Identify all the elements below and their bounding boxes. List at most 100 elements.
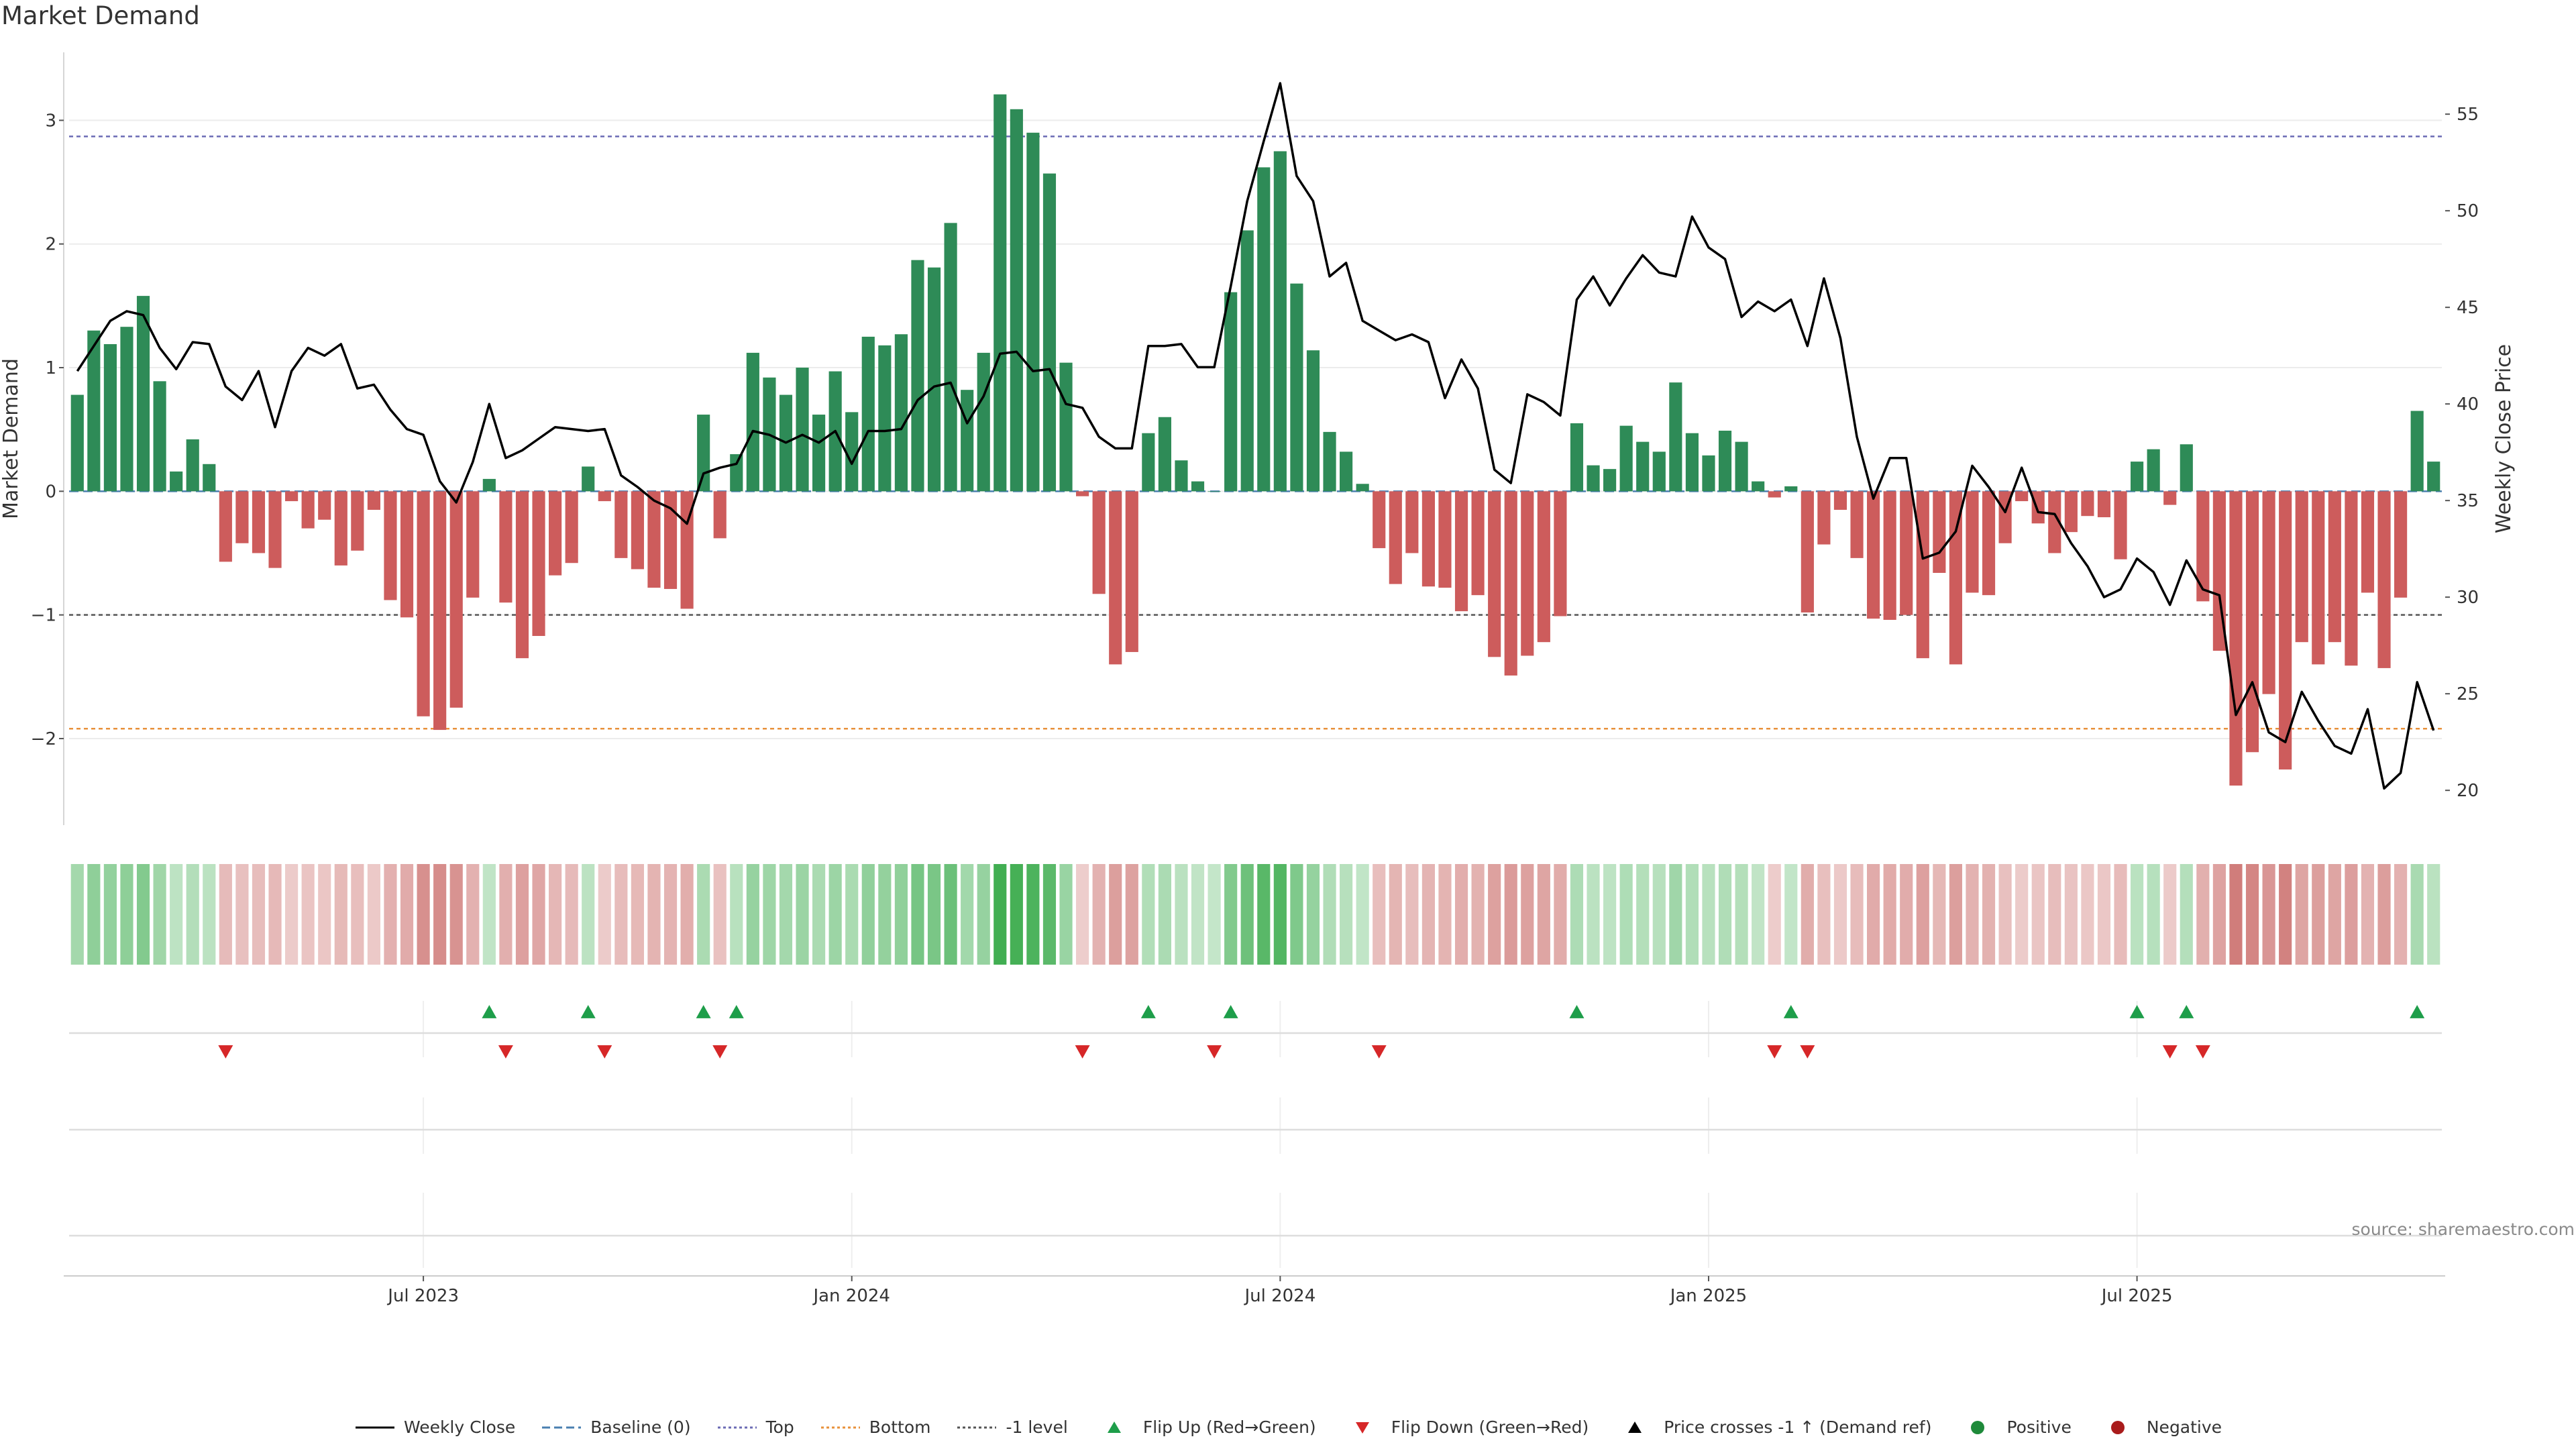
- left-tick-label: 0: [45, 482, 56, 502]
- demand-bar: [1323, 431, 1336, 492]
- demand-bar: [70, 394, 84, 492]
- demand-bar: [1850, 491, 1864, 558]
- heat-cell: [1224, 864, 1238, 965]
- x-tick-label: Jul 2023: [386, 1286, 459, 1306]
- demand-bar: [697, 415, 710, 492]
- heat-cell: [1042, 864, 1057, 965]
- flip-up-marker: [2410, 1005, 2425, 1018]
- heat-cell: [2410, 864, 2424, 965]
- heat-cell: [2131, 864, 2144, 965]
- heat-cell: [1587, 864, 1600, 965]
- demand-bar: [1966, 491, 1979, 593]
- demand-bar: [1042, 173, 1057, 492]
- flip-up-marker: [729, 1005, 744, 1018]
- demand-bar: [87, 330, 101, 492]
- demand-bar: [515, 491, 529, 659]
- demand-bar: [153, 381, 166, 492]
- legend-item-bottom: Bottom: [820, 1417, 930, 1437]
- demand-bar: [186, 439, 199, 492]
- flip-down-marker: [712, 1045, 728, 1059]
- left-tick-label: 3: [45, 111, 56, 131]
- flip-down-marker: [1800, 1045, 1815, 1059]
- demand-bar: [1092, 491, 1106, 594]
- left-axis-title: Market Demand: [0, 358, 23, 519]
- heat-cell: [2328, 864, 2341, 965]
- legend-item-price-crosses: Price crosses -1 ↑ (Demand ref): [1614, 1417, 1931, 1437]
- heat-cell: [565, 864, 578, 965]
- heat-cell: [1076, 864, 1089, 965]
- demand-bar: [713, 491, 727, 539]
- heat-cell: [1833, 864, 1847, 965]
- flip-down-marker: [218, 1045, 233, 1059]
- x-tick-label: Jul 2024: [1243, 1286, 1316, 1306]
- demand-bar: [961, 390, 974, 492]
- demand-bar: [994, 94, 1007, 492]
- heat-cell: [730, 864, 743, 965]
- legend-symbol: [2110, 1420, 2125, 1434]
- right-tick-label: 55: [2457, 105, 2479, 125]
- flip-up-marker: [2129, 1005, 2145, 1018]
- heat-cell: [1373, 864, 1386, 965]
- flip-down-marker: [2195, 1045, 2210, 1059]
- demand-bar: [1900, 491, 1913, 615]
- demand-bar: [1340, 451, 1353, 492]
- heat-cell: [796, 864, 809, 965]
- demand-bar: [203, 464, 216, 492]
- flip-up-marker: [1223, 1005, 1238, 1018]
- heat-cell: [1768, 864, 1781, 965]
- heat-cell: [1916, 864, 1929, 965]
- demand-bar: [565, 491, 578, 564]
- heat-cell: [499, 864, 513, 965]
- heat-cell: [1175, 864, 1188, 965]
- demand-bar: [384, 491, 397, 600]
- legend-symbol: [820, 1426, 860, 1428]
- demand-bar: [1454, 491, 1468, 612]
- heat-cell: [680, 864, 694, 965]
- flip-up-marker: [580, 1005, 596, 1018]
- flip-up-marker: [1569, 1005, 1585, 1018]
- demand-bar: [1619, 425, 1633, 492]
- demand-bar: [647, 491, 661, 588]
- heat-cell: [120, 864, 133, 965]
- legend-item-top: Top: [716, 1417, 794, 1437]
- demand-bar: [2245, 491, 2259, 753]
- x-tick-label: Jan 2024: [812, 1286, 890, 1306]
- heat-cell: [1026, 864, 1040, 965]
- right-tick-label: 40: [2457, 394, 2479, 415]
- demand-bar: [499, 491, 513, 603]
- legend-symbol: [542, 1426, 582, 1428]
- demand-bar: [2377, 491, 2391, 668]
- right-tick-label: 35: [2457, 491, 2479, 511]
- demand-bar: [1603, 469, 1617, 492]
- demand-bar: [2163, 491, 2177, 505]
- heat-cell: [1817, 864, 1831, 965]
- demand-bar: [1290, 283, 1303, 492]
- demand-bar: [1142, 433, 1155, 492]
- x-tick-label: Jul 2025: [2100, 1286, 2173, 1306]
- demand-bar: [1208, 491, 1221, 492]
- demand-bar: [1537, 491, 1550, 643]
- left-tick-label: 2: [45, 235, 56, 255]
- heat-cell: [2081, 864, 2094, 965]
- legend-item-weekly-close: Weekly Close: [354, 1417, 515, 1437]
- demand-bar: [219, 491, 232, 562]
- demand-bar: [1817, 491, 1831, 545]
- weekly-close-line: [76, 82, 2435, 790]
- right-axis-title: Weekly Close Price: [2492, 344, 2516, 533]
- heat-cell: [1867, 864, 1880, 965]
- demand-bar: [1636, 441, 1650, 492]
- demand-bar: [1669, 382, 1682, 492]
- demand-bar: [663, 491, 678, 589]
- demand-bar: [1059, 362, 1073, 492]
- heat-cell: [927, 864, 941, 965]
- heat-cell: [944, 864, 957, 965]
- demand-bar: [1768, 491, 1781, 498]
- demand-bar: [861, 336, 875, 492]
- legend-symbol: [1107, 1421, 1121, 1433]
- demand-bar: [1389, 491, 1402, 584]
- heat-cell: [1982, 864, 1996, 965]
- heat-cell: [1735, 864, 1748, 965]
- demand-bar: [1833, 491, 1847, 510]
- right-tick-label: 20: [2457, 781, 2479, 801]
- demand-bar: [1504, 491, 1517, 676]
